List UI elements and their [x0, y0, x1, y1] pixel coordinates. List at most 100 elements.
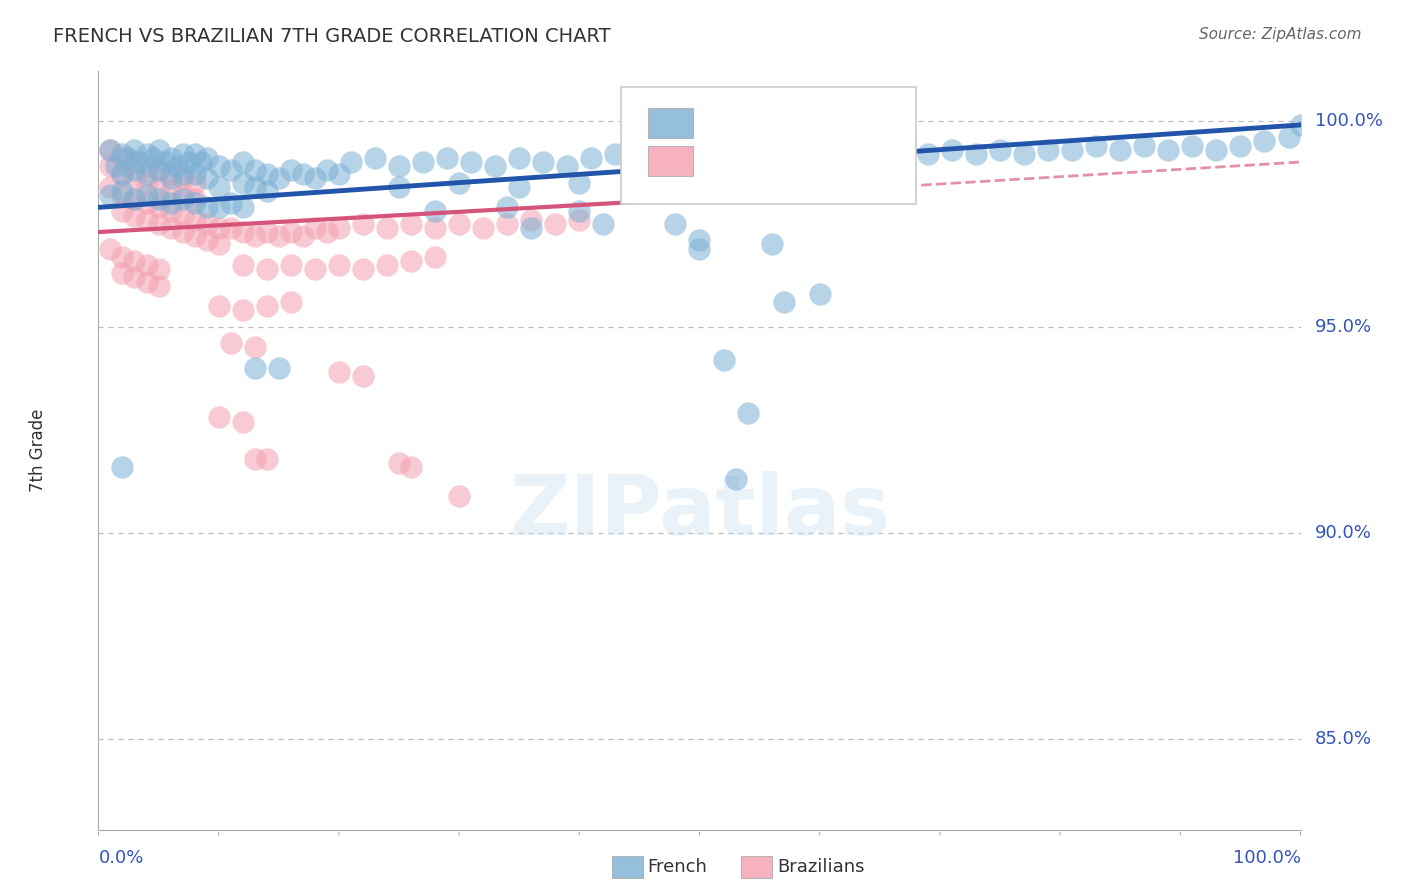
Point	[195, 171, 218, 186]
Point	[328, 258, 350, 272]
Point	[399, 459, 422, 474]
Point	[105, 159, 128, 173]
Text: Source: ZipAtlas.com: Source: ZipAtlas.com	[1198, 27, 1361, 42]
Point	[232, 225, 254, 239]
Point	[1062, 143, 1084, 157]
Point	[243, 361, 266, 376]
Point	[100, 143, 122, 157]
Point	[447, 489, 470, 503]
Point	[135, 275, 157, 289]
Point	[447, 217, 470, 231]
Point	[748, 176, 770, 190]
Point	[748, 151, 770, 165]
Point	[304, 262, 326, 277]
Point	[808, 286, 831, 301]
Point	[172, 171, 194, 186]
Point	[124, 192, 146, 206]
Point	[111, 250, 134, 264]
Point	[423, 221, 446, 235]
Point	[100, 188, 122, 202]
Point	[1181, 138, 1204, 153]
Point	[388, 456, 411, 470]
Point	[628, 176, 651, 190]
Point	[737, 406, 759, 420]
Point	[436, 151, 458, 165]
Point	[111, 188, 134, 202]
Point	[568, 212, 591, 227]
Point	[568, 204, 591, 219]
Point	[256, 299, 278, 313]
Point	[315, 225, 337, 239]
Point	[592, 217, 614, 231]
Point	[724, 472, 747, 486]
Point	[100, 179, 122, 194]
Point	[148, 192, 170, 206]
Point	[159, 221, 181, 235]
Point	[159, 171, 181, 186]
Point	[148, 217, 170, 231]
Point	[1277, 130, 1299, 145]
Point	[159, 184, 181, 198]
Point	[172, 146, 194, 161]
Point	[664, 217, 686, 231]
Point	[917, 146, 939, 161]
Point	[111, 151, 134, 165]
Point	[111, 184, 134, 198]
Point	[1012, 146, 1035, 161]
Point	[135, 212, 157, 227]
Point	[581, 151, 603, 165]
Point	[232, 176, 254, 190]
Point	[688, 233, 710, 247]
Point	[893, 143, 915, 157]
Point	[520, 212, 543, 227]
Point	[869, 176, 891, 190]
Point	[166, 159, 188, 173]
Point	[256, 451, 278, 466]
Point	[111, 167, 134, 181]
Point	[256, 184, 278, 198]
Text: 7th Grade: 7th Grade	[30, 409, 48, 492]
Point	[520, 221, 543, 235]
Point	[159, 167, 181, 181]
Point	[243, 341, 266, 355]
Bar	[648, 108, 693, 138]
Point	[124, 209, 146, 223]
Point	[496, 217, 519, 231]
Point	[412, 155, 434, 169]
Point	[628, 155, 651, 169]
Point	[183, 229, 205, 244]
Point	[375, 221, 398, 235]
Point	[352, 369, 374, 384]
Point	[821, 146, 844, 161]
FancyBboxPatch shape	[621, 87, 915, 204]
Point	[135, 176, 157, 190]
Text: 90.0%: 90.0%	[1315, 524, 1372, 541]
Point	[159, 196, 181, 211]
Point	[388, 179, 411, 194]
Point	[423, 204, 446, 219]
Point	[148, 278, 170, 293]
Text: Brazilians: Brazilians	[778, 858, 865, 876]
Point	[219, 163, 242, 178]
Point	[232, 155, 254, 169]
Point	[124, 192, 146, 206]
Point	[190, 155, 212, 169]
Text: 0.0%: 0.0%	[98, 848, 143, 866]
Point	[148, 163, 170, 178]
Point	[304, 171, 326, 186]
Point	[148, 179, 170, 194]
Point	[375, 258, 398, 272]
Point	[172, 188, 194, 202]
Point	[328, 221, 350, 235]
Point	[172, 192, 194, 206]
Point	[124, 270, 146, 285]
Point	[135, 159, 157, 173]
Point	[531, 155, 554, 169]
Point	[129, 155, 152, 169]
Point	[340, 155, 363, 169]
Point	[172, 209, 194, 223]
Point	[208, 200, 231, 214]
Point	[845, 151, 868, 165]
Point	[652, 151, 675, 165]
Point	[208, 221, 231, 235]
